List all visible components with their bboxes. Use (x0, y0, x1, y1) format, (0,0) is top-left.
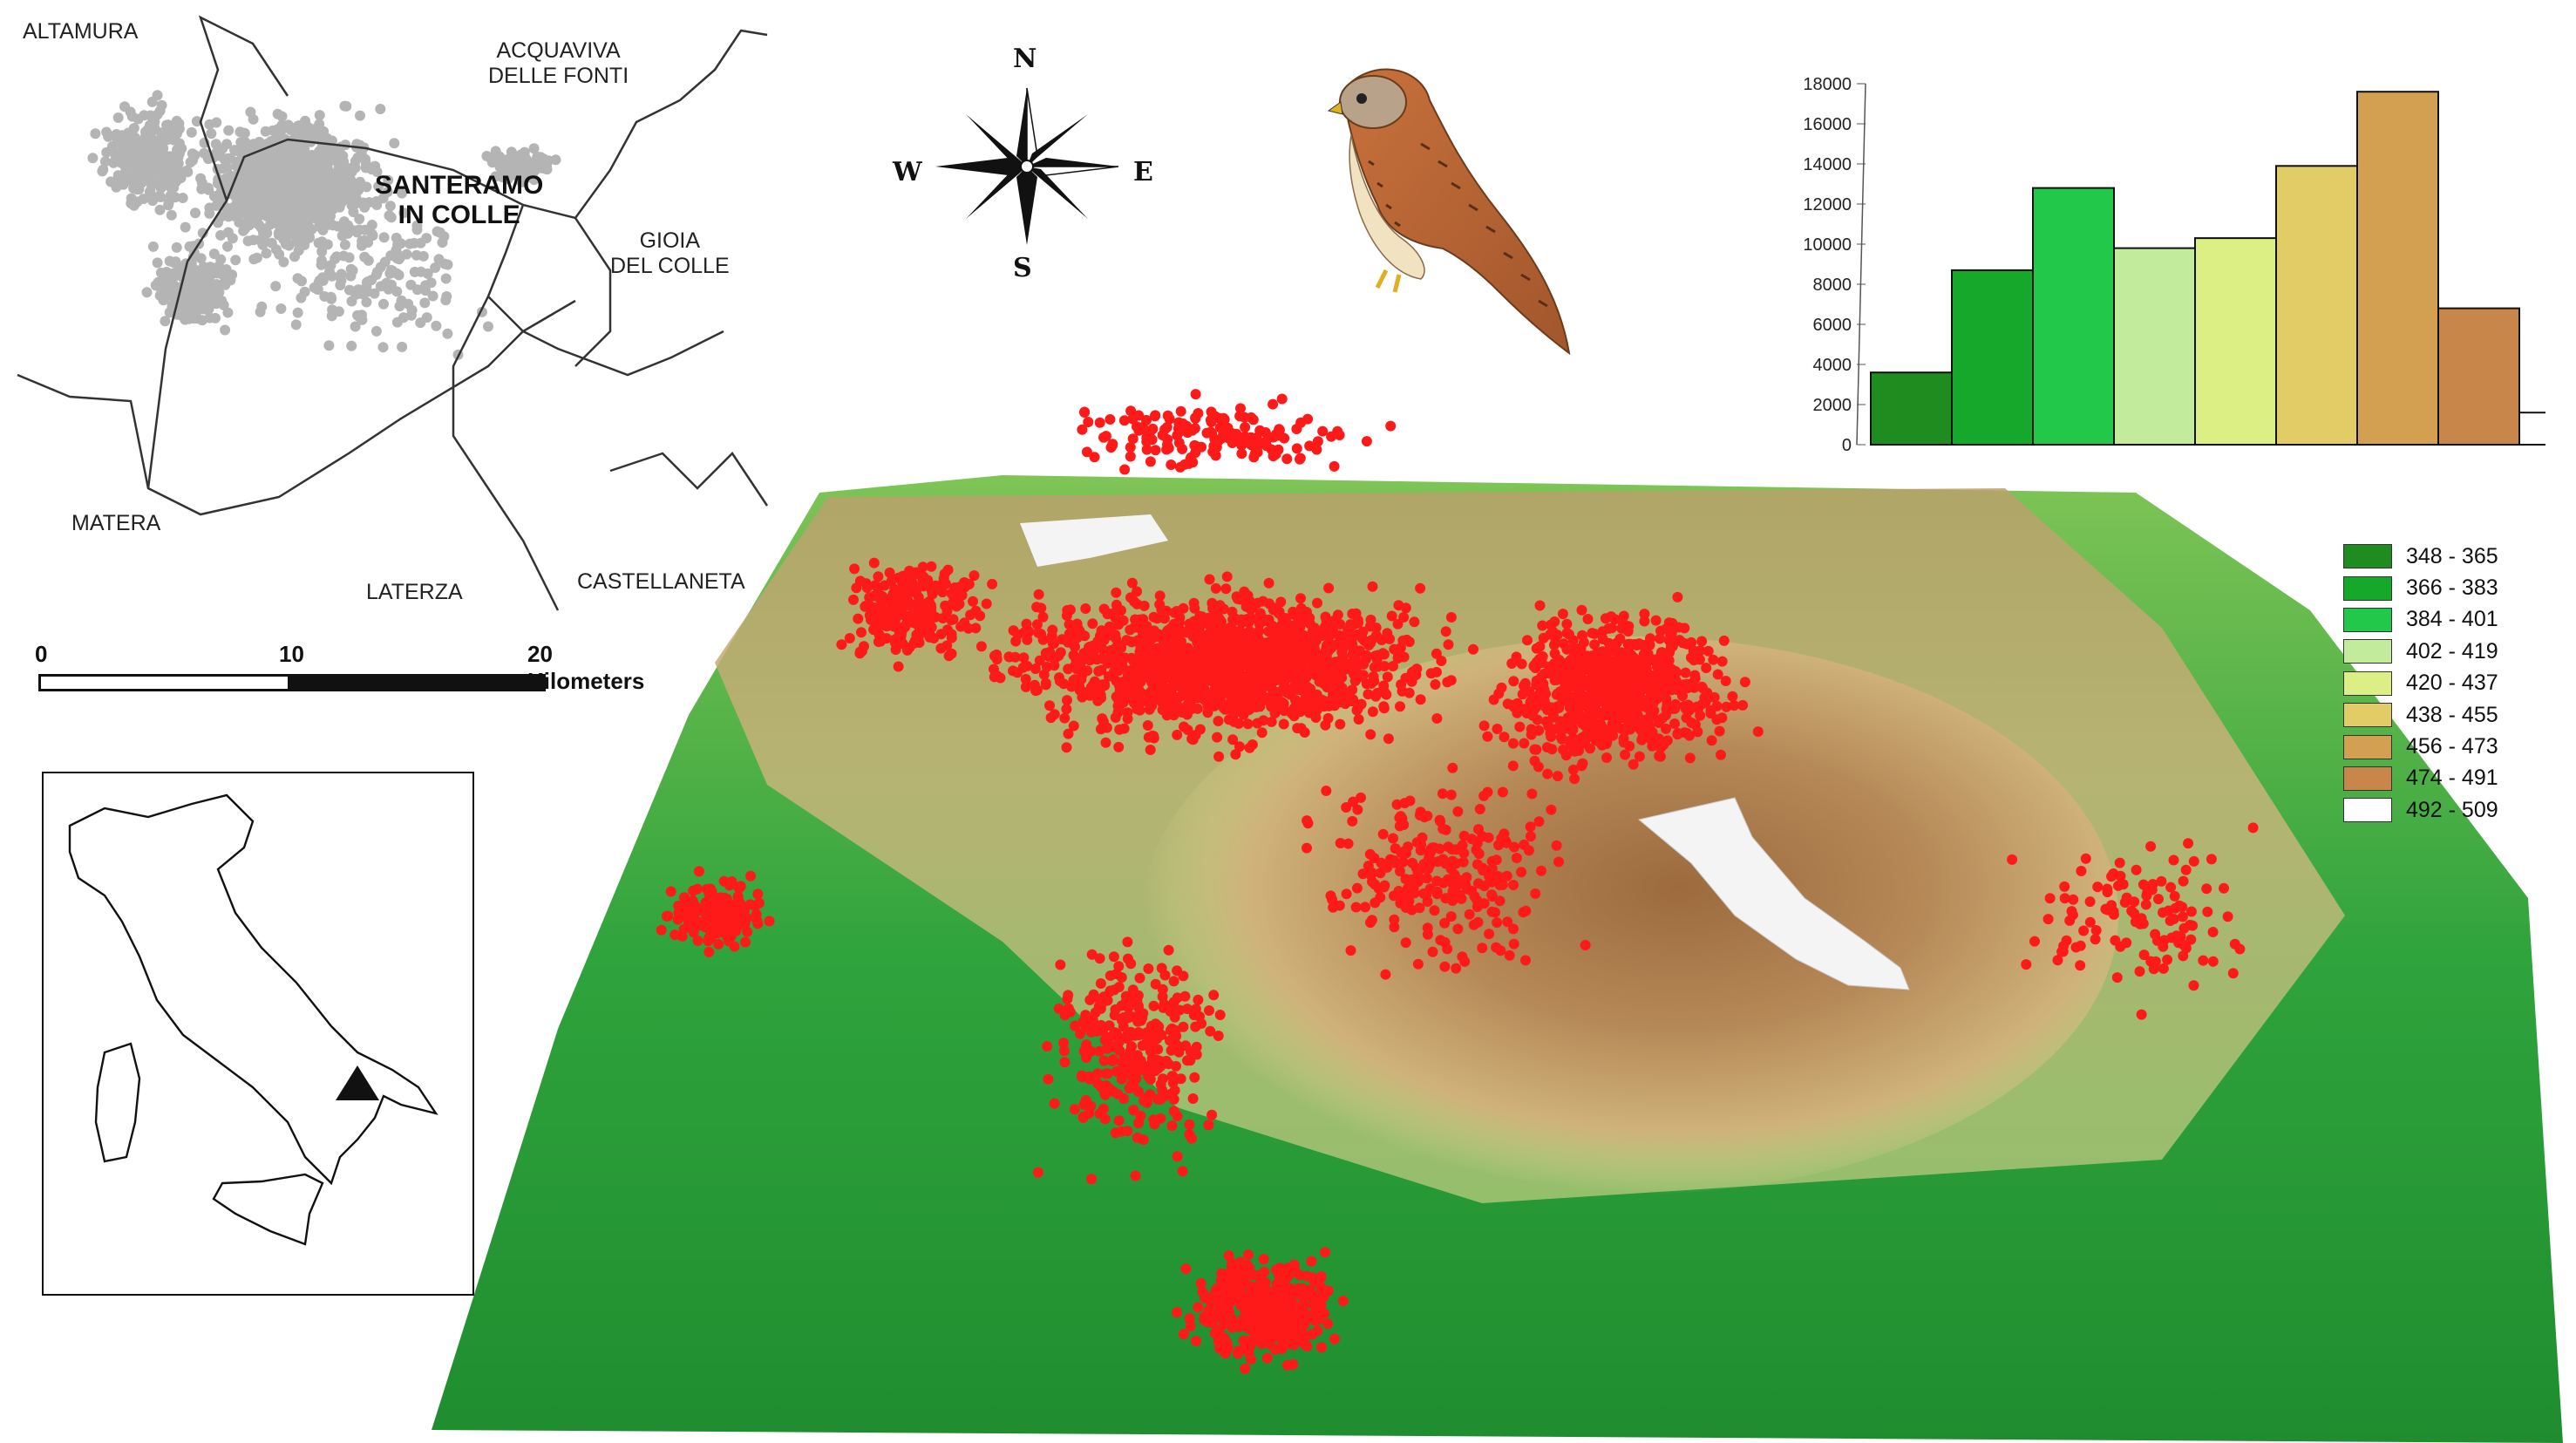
legend-item: 366 - 383 (2343, 572, 2498, 603)
legend-swatch (2343, 734, 2392, 759)
terrain-summit-white-2 (1020, 514, 1168, 567)
compass-south-label: S (1013, 253, 1032, 283)
legend-swatch (2343, 798, 2392, 823)
scale-segment-black (288, 674, 546, 691)
terrain-plateau (1142, 636, 2118, 1195)
compass-star-icon (935, 87, 1119, 245)
town-label-altamura: ALTAMURA (23, 19, 139, 44)
scale-tick-20: 20 Kilometers (527, 641, 645, 694)
legend-swatch (2343, 639, 2392, 664)
histogram-bar (2275, 165, 2358, 446)
legend-label: 492 - 509 (2406, 797, 2498, 822)
y-tick-label: 2000 (1813, 396, 1852, 415)
y-tick-label: 18000 (1803, 75, 1852, 94)
italy-outline (68, 793, 438, 1186)
legend-label: 456 - 473 (2406, 734, 2498, 759)
compass-east-label: E (1133, 157, 1153, 187)
legend-label: 348 - 365 (2406, 543, 2498, 568)
town-label-castellaneta: CASTELLANETA (577, 569, 745, 594)
town-label-gioia: GIOIA DEL COLLE (610, 228, 730, 278)
legend-swatch (2343, 544, 2392, 569)
legend-item: 384 - 401 (2343, 604, 2498, 636)
legend-item: 402 - 419 (2343, 636, 2498, 667)
y-axis-line (1856, 83, 1866, 446)
y-tick-label: 8000 (1813, 276, 1852, 295)
y-tick-label: 6000 (1813, 316, 1852, 335)
scale-bar: 0 10 20 Kilometers (35, 641, 644, 702)
histogram-bar (2194, 237, 2277, 446)
legend-label: 474 - 491 (2406, 766, 2498, 791)
elevation-histogram: 0 2000 4000 6000 8000 10000 12000 14000 16000 180… (1803, 75, 2545, 455)
italy-inset-map (42, 772, 474, 1296)
legend-label: 384 - 401 (2406, 607, 2498, 632)
y-tick-label: 0 (1842, 436, 1852, 455)
elevation-legend: 348 - 365 366 - 383 384 - 401 402 - 419 420 … (2343, 541, 2498, 827)
legend-swatch (2343, 766, 2392, 791)
legend-swatch (2343, 575, 2392, 601)
legend-item: 438 - 455 (2343, 699, 2498, 731)
compass-north-label: N (1013, 44, 1037, 74)
legend-item: 474 - 491 (2343, 763, 2498, 794)
legend-swatch (2343, 670, 2392, 696)
study-area-marker-icon (336, 1065, 379, 1100)
terrain-summit-white (1637, 797, 1910, 990)
histogram-bar (1870, 371, 1953, 446)
compass-west-label: W (893, 157, 922, 187)
locator-map (17, 15, 769, 611)
legend-label: 402 - 419 (2406, 638, 2498, 664)
observation-points-terrain (656, 389, 2259, 1374)
scale-segment-white (38, 674, 293, 691)
histogram-bar (2032, 187, 2115, 446)
compass-rose: N S W E (880, 44, 1168, 296)
legend-item: 420 - 437 (2343, 668, 2498, 699)
histogram-bar (1951, 269, 2034, 446)
town-label-matera: MATERA (71, 511, 161, 535)
histogram-bar (2437, 307, 2520, 446)
histogram-bar (2356, 91, 2439, 446)
y-tick-label: 4000 (1813, 356, 1852, 375)
town-label-santeramo: SANTERAMO IN COLLE (375, 171, 544, 229)
scale-tick-10: 10 (279, 641, 304, 667)
legend-label: 366 - 383 (2406, 575, 2498, 601)
kestrel-bird-icon (1327, 68, 1571, 356)
legend-label: 420 - 437 (2406, 670, 2498, 696)
legend-swatch (2343, 607, 2392, 632)
sicily-outline (212, 1173, 324, 1246)
histogram-bar (2113, 247, 2196, 446)
legend-item: 348 - 365 (2343, 541, 2498, 572)
town-label-acquaviva: ACQUAVIVA DELLE FONTI (488, 38, 629, 88)
sardinia-outline (94, 1042, 141, 1163)
y-tick-label: 10000 (1803, 235, 1852, 255)
legend-label: 438 - 455 (2406, 702, 2498, 727)
y-tick-label: 16000 (1803, 115, 1852, 134)
histogram-bar (2518, 412, 2545, 446)
town-label-laterza: LATERZA (366, 580, 463, 604)
legend-swatch (2343, 703, 2392, 728)
legend-item: 456 - 473 (2343, 731, 2498, 762)
y-tick-label: 12000 (1803, 195, 1852, 214)
y-tick-label: 14000 (1803, 155, 1852, 174)
scale-tick-0: 0 (35, 641, 48, 667)
municipal-boundaries (17, 15, 769, 611)
legend-item: 492 - 509 (2343, 794, 2498, 826)
